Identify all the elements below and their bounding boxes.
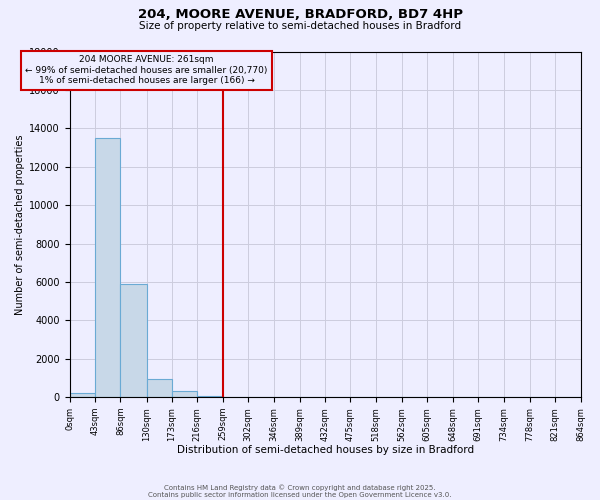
Text: Contains public sector information licensed under the Open Government Licence v3: Contains public sector information licen… <box>148 492 452 498</box>
Text: Size of property relative to semi-detached houses in Bradford: Size of property relative to semi-detach… <box>139 21 461 31</box>
Bar <box>172 392 197 397</box>
Bar <box>70 394 95 397</box>
Bar <box>95 138 121 397</box>
Text: Contains HM Land Registry data © Crown copyright and database right 2025.: Contains HM Land Registry data © Crown c… <box>164 484 436 491</box>
Text: 204, MOORE AVENUE, BRADFORD, BD7 4HP: 204, MOORE AVENUE, BRADFORD, BD7 4HP <box>137 8 463 20</box>
Bar <box>146 379 172 397</box>
X-axis label: Distribution of semi-detached houses by size in Bradford: Distribution of semi-detached houses by … <box>176 445 473 455</box>
Y-axis label: Number of semi-detached properties: Number of semi-detached properties <box>15 134 25 314</box>
Bar <box>121 284 146 397</box>
Text: 204 MOORE AVENUE: 261sqm
← 99% of semi-detached houses are smaller (20,770)
1% o: 204 MOORE AVENUE: 261sqm ← 99% of semi-d… <box>25 56 268 85</box>
Bar <box>197 396 223 397</box>
